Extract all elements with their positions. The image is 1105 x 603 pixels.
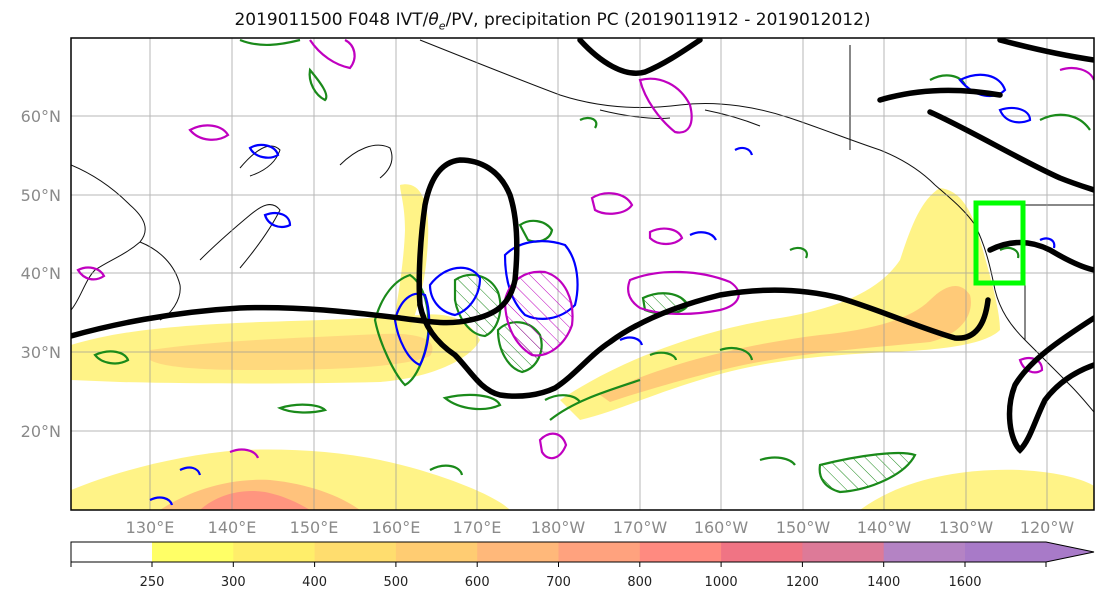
- lon-label: 130°W: [939, 518, 994, 537]
- map-area: [71, 38, 1094, 510]
- title-rest: /PV, precipitation PC (2019011912 - 2019…: [445, 10, 871, 30]
- colorbar-bin: [639, 542, 722, 562]
- lon-label: 160°W: [694, 518, 749, 537]
- colorbar-bin: [802, 542, 885, 562]
- lon-label: 120°W: [1020, 518, 1075, 537]
- colorbar-tick-label: 300: [221, 575, 246, 590]
- lon-label: 140°W: [857, 518, 912, 537]
- colorbar-first-bin: [71, 542, 152, 562]
- colorbar-tick-label: 1200: [786, 575, 819, 590]
- colorbar-ticks: 250 300 400 500 600 700 800 1000 1200 1400 1600: [70, 562, 1047, 590]
- title-theta-sub: e: [438, 19, 446, 33]
- pv-contours-green: [93, 38, 1091, 494]
- pv-contours-magenta: [76, 39, 1094, 460]
- colorbar-tick-label: 600: [465, 575, 490, 590]
- colorbar-tick-label: 1400: [867, 575, 900, 590]
- ivt-shading: [71, 184, 1094, 510]
- lon-labels: 130°E 140°E 150°E 160°E 170°E 180°W 170°…: [126, 518, 1075, 537]
- lat-labels: 60°N 50°N 40°N 30°N 20°N: [21, 107, 61, 441]
- colorbar-tick-label: 250: [140, 575, 165, 590]
- colorbar-bin: [314, 542, 397, 562]
- colorbar-bin: [883, 542, 966, 562]
- lat-label: 60°N: [21, 107, 61, 126]
- colorbar-bins: [152, 542, 1094, 562]
- colorbar-tick-label: 1600: [948, 575, 981, 590]
- gridlines: [71, 38, 1094, 510]
- colorbar-bin: [233, 542, 316, 562]
- colorbar: 250 300 400 500 600 700 800 1000 1200 1400 1600: [70, 541, 1095, 590]
- lon-label: 140°E: [208, 518, 257, 537]
- colorbar-tick-label: 400: [302, 575, 327, 590]
- theta-e-contours: [71, 38, 1094, 454]
- colorbar-tick-label: 700: [546, 575, 571, 590]
- colorbar-bin: [721, 542, 803, 562]
- coastlines: [71, 39, 1094, 413]
- colorbar-tick-label: 500: [383, 575, 408, 590]
- lon-label: 150°W: [776, 518, 831, 537]
- lon-label: 180°W: [531, 518, 586, 537]
- lon-label: 170°E: [453, 518, 502, 537]
- colorbar-tick-label: 800: [627, 575, 652, 590]
- colorbar-bin: [477, 542, 559, 562]
- colorbar-frame: [70, 541, 1095, 563]
- lon-label: 130°E: [126, 518, 175, 537]
- title-theta: θ: [428, 10, 439, 30]
- lat-label: 20°N: [21, 422, 61, 441]
- colorbar-bin: [558, 542, 641, 562]
- lat-label: 30°N: [21, 343, 61, 362]
- colorbar-tick-label: 1000: [705, 575, 738, 590]
- target-region-box: [973, 200, 1026, 286]
- map-frame: [70, 37, 1095, 511]
- colorbar-bin: [395, 542, 478, 562]
- colorbar-bin: [152, 542, 234, 562]
- lat-label: 40°N: [21, 264, 61, 283]
- lat-label: 50°N: [21, 186, 61, 205]
- colorbar-bin: [965, 542, 1094, 562]
- lon-label: 170°W: [613, 518, 668, 537]
- lon-label: 150°E: [290, 518, 339, 537]
- lon-label: 160°E: [372, 518, 421, 537]
- figure-title: 2019011500 F048 IVT/θe/PV, precipitation…: [0, 10, 1105, 32]
- title-run: 2019011500 F048 IVT/: [234, 10, 429, 30]
